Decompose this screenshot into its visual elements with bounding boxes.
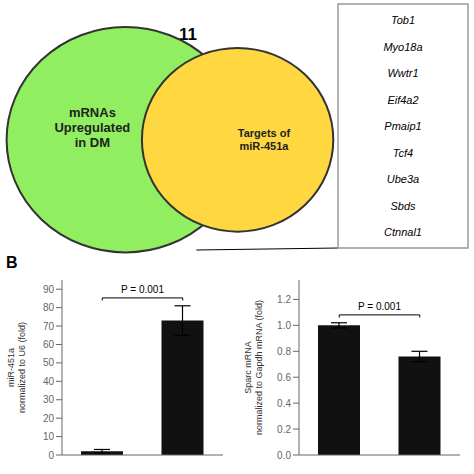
- svg-text:Tcf4: Tcf4: [393, 147, 413, 159]
- svg-text:70: 70: [43, 321, 55, 332]
- svg-text:20: 20: [43, 413, 55, 424]
- svg-text:90: 90: [43, 284, 55, 295]
- svg-text:Sparc mRNAnormalized to Gapdh: Sparc mRNAnormalized to Gapdh mRNA (fold…: [243, 300, 264, 435]
- svg-text:0.4: 0.4: [277, 398, 291, 409]
- svg-text:0: 0: [48, 450, 54, 461]
- svg-text:0.2: 0.2: [277, 424, 291, 435]
- svg-text:1.0: 1.0: [277, 320, 291, 331]
- svg-text:10: 10: [43, 431, 55, 442]
- svg-text:Ube3a: Ube3a: [387, 173, 419, 185]
- svg-text:50: 50: [43, 357, 55, 368]
- svg-text:0.6: 0.6: [277, 372, 291, 383]
- svg-text:Ctnnal1: Ctnnal1: [384, 226, 422, 238]
- svg-text:mRNAsUpregulatedin DM: mRNAsUpregulatedin DM: [54, 105, 130, 150]
- svg-text:Tob1: Tob1: [391, 14, 415, 26]
- svg-text:Myo18a: Myo18a: [383, 41, 422, 53]
- svg-text:11: 11: [179, 25, 197, 44]
- svg-text:80: 80: [43, 302, 55, 313]
- svg-text:1.2: 1.2: [277, 294, 291, 305]
- svg-text:0.8: 0.8: [277, 346, 291, 357]
- svg-text:P = 0.001: P = 0.001: [358, 301, 401, 312]
- svg-text:miR-451anormalized to U6 (fold: miR-451anormalized to U6 (fold): [8, 322, 27, 413]
- svg-text:Eif4a2: Eif4a2: [387, 94, 418, 106]
- svg-text:Targets ofmiR-451a: Targets ofmiR-451a: [238, 127, 291, 152]
- svg-text:30: 30: [43, 394, 55, 405]
- html-text:B: B: [6, 254, 18, 271]
- svg-text:Pmaip1: Pmaip1: [384, 120, 421, 132]
- svg-text:60: 60: [43, 339, 55, 350]
- svg-text:0.0: 0.0: [277, 450, 291, 461]
- svg-text:Sbds: Sbds: [390, 200, 416, 212]
- svg-text:Wwtr1: Wwtr1: [387, 67, 418, 79]
- svg-text:P = 0.001: P = 0.001: [121, 284, 164, 295]
- svg-text:40: 40: [43, 376, 55, 387]
